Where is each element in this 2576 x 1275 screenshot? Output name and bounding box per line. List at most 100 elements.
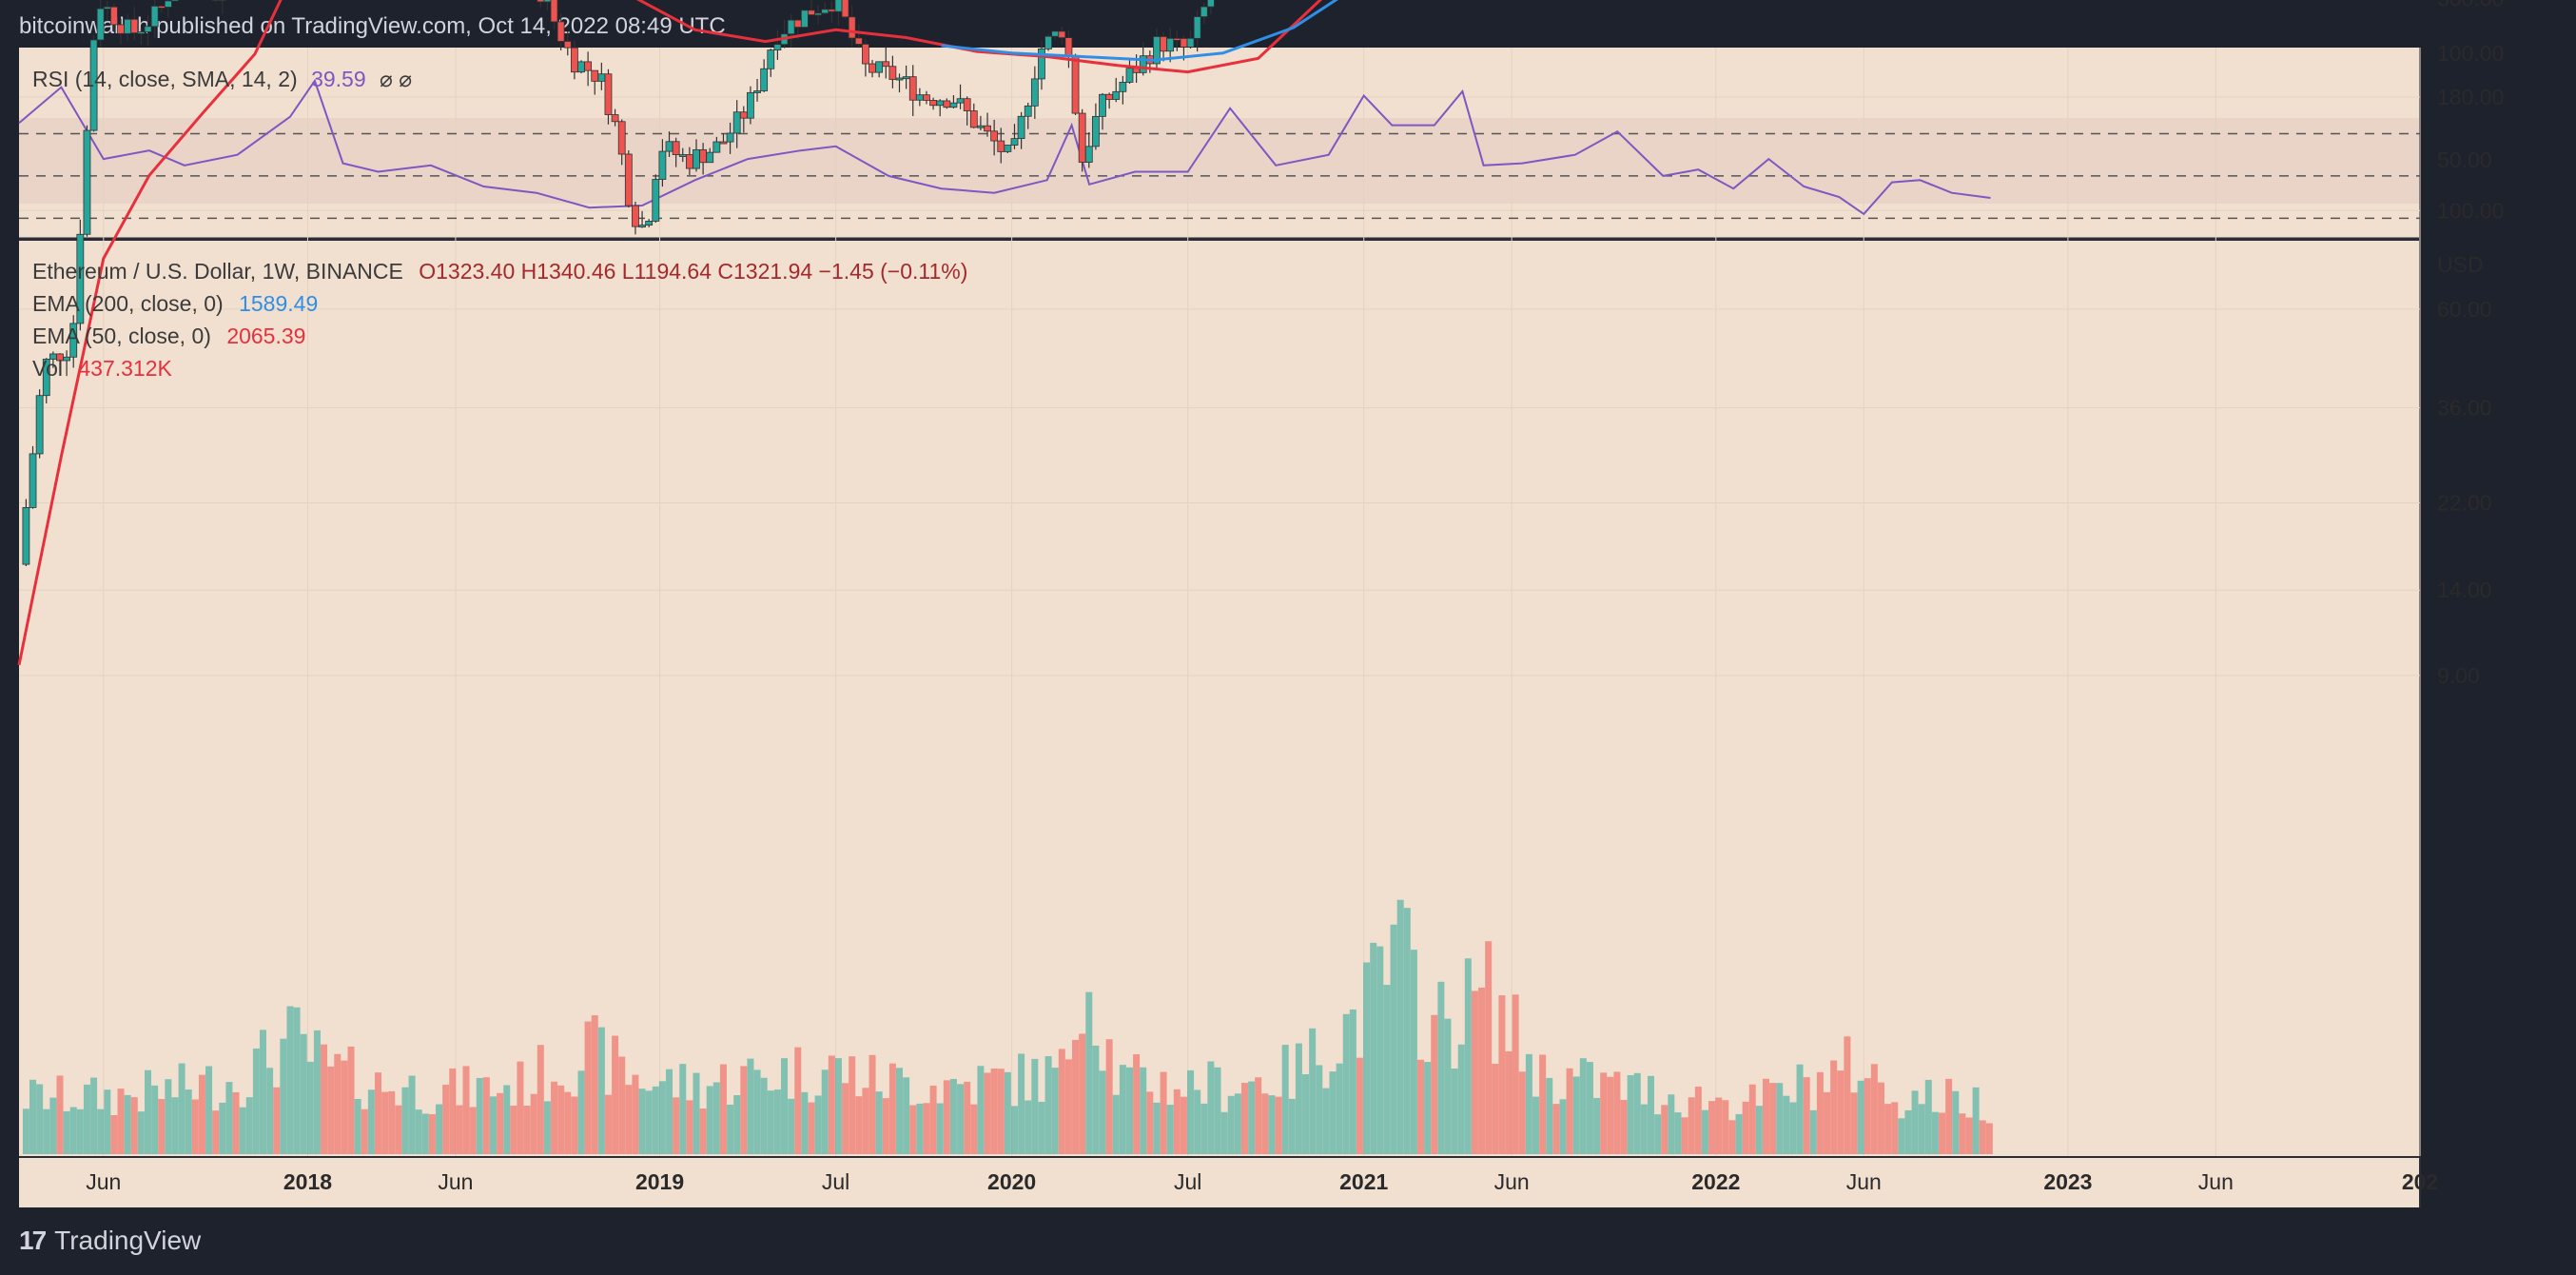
- ema200-legend[interactable]: EMA (200, close, 0) 1589.49: [32, 291, 318, 317]
- volume-bar: [1518, 1071, 1526, 1154]
- volume-legend-value: 437.312K: [78, 356, 172, 381]
- volume-bar: [245, 1097, 253, 1154]
- candle-body: [1166, 37, 1175, 52]
- footer-brand-label: TradingView: [54, 1226, 202, 1255]
- volume-bar: [489, 1096, 497, 1154]
- volume-bar: [1918, 1104, 1925, 1154]
- volume-bar: [124, 1094, 131, 1154]
- candle-body: [157, 6, 166, 9]
- price-axis-tick: 60.00: [2437, 297, 2492, 322]
- volume-bar: [1329, 1071, 1337, 1154]
- volume-bar: [645, 1090, 653, 1154]
- time-axis-tick: 2019: [635, 1169, 684, 1194]
- volume-legend-label: Vol: [32, 356, 63, 381]
- volume-bar: [719, 1064, 727, 1154]
- candle-body: [693, 148, 700, 169]
- volume-bar: [957, 1084, 965, 1154]
- volume-bar: [632, 1074, 639, 1154]
- candle-body: [977, 125, 985, 128]
- volume-bar: [929, 1085, 937, 1154]
- candle-body: [828, 9, 836, 12]
- rsi-legend[interactable]: RSI (14, close, SMA, 14, 2) 39.59 ⌀ ⌀: [32, 67, 412, 92]
- volume-bar: [1125, 1067, 1133, 1154]
- candle-body: [1038, 48, 1045, 80]
- time-axis-tick: 2023: [2043, 1169, 2092, 1194]
- volume-bar: [1498, 995, 1506, 1154]
- candle-body: [171, 0, 179, 2]
- volume-bar: [990, 1068, 998, 1154]
- price-axis-tick: 300.00: [2437, 0, 2504, 10]
- candle-body: [563, 41, 572, 49]
- time-axis-tick: Jul: [822, 1169, 849, 1194]
- volume-bar: [1072, 1039, 1080, 1154]
- candle-body: [83, 129, 91, 235]
- time-axis-tick: 202: [2402, 1169, 2438, 1194]
- candle-body: [685, 154, 693, 169]
- volume-bar: [551, 1081, 558, 1154]
- candle-body: [543, 0, 552, 3]
- volume-bar: [1025, 1100, 1032, 1154]
- candle-body: [706, 151, 714, 164]
- volume-bar: [1972, 1087, 1980, 1154]
- footer-brand[interactable]: 17 TradingView: [19, 1226, 201, 1256]
- volume-bar: [1648, 1075, 1655, 1154]
- ema50-legend[interactable]: EMA (50, close, 0) 2065.39: [32, 324, 305, 349]
- volume-bar: [1464, 958, 1472, 1154]
- volume-bar: [923, 1103, 930, 1154]
- volume-bar: [855, 1096, 863, 1154]
- volume-bar: [652, 1086, 659, 1154]
- volume-bar: [773, 1089, 781, 1154]
- candle-body: [1004, 145, 1012, 152]
- volume-bar: [997, 1069, 1005, 1154]
- volume-bar: [252, 1048, 260, 1154]
- symbol-legend[interactable]: Ethereum / U.S. Dollar, 1W, BINANCE O132…: [32, 259, 967, 284]
- volume-bar: [1336, 1063, 1343, 1154]
- volume-bar: [693, 1072, 700, 1154]
- volume-bar: [1939, 1112, 1946, 1154]
- volume-bar: [1593, 1097, 1601, 1154]
- candle-body: [1084, 146, 1093, 163]
- volume-bar: [43, 1108, 50, 1154]
- volume-bar: [367, 1089, 375, 1154]
- volume-bar: [821, 1069, 829, 1154]
- volume-bar: [165, 1079, 172, 1154]
- volume-bar: [1396, 899, 1404, 1154]
- volume-bar: [896, 1068, 904, 1154]
- volume-bar: [1403, 908, 1411, 1154]
- volume-bar: [564, 1091, 572, 1154]
- volume-bar: [733, 1095, 741, 1154]
- volume-bar: [469, 1107, 477, 1154]
- candle-body: [652, 179, 660, 222]
- candle-body: [1078, 112, 1086, 163]
- volume-bar: [395, 1105, 402, 1154]
- volume-legend[interactable]: Vol 437.312K: [32, 356, 172, 382]
- volume-bar: [517, 1061, 524, 1154]
- volume-bar: [814, 1095, 822, 1154]
- candle-body: [902, 76, 910, 80]
- candle-body: [882, 61, 890, 68]
- volume-bar: [1010, 1106, 1018, 1154]
- candle-body: [1010, 138, 1019, 146]
- candle-body: [1071, 55, 1080, 114]
- candle-body: [584, 61, 593, 71]
- candle-body: [1200, 6, 1208, 17]
- candle-body: [63, 356, 71, 362]
- volume-bar: [462, 1066, 470, 1154]
- volume-bar: [1870, 1064, 1878, 1154]
- ohlc-values: O1323.40 H1340.46 L1194.64 C1321.94 −1.4…: [419, 259, 968, 284]
- volume-bar: [679, 1064, 687, 1154]
- candle-body: [1180, 38, 1188, 48]
- candle-body: [29, 453, 37, 508]
- volume-bar: [313, 1030, 321, 1154]
- volume-bar: [834, 1058, 842, 1154]
- volume-bar: [1051, 1068, 1059, 1154]
- candle-body: [42, 359, 50, 397]
- volume-bar: [1240, 1083, 1248, 1154]
- candle-body: [963, 98, 971, 111]
- volume-bar: [1661, 1105, 1669, 1154]
- volume-bar: [1512, 994, 1519, 1154]
- volume-bar: [1572, 1076, 1580, 1154]
- volume-bar: [83, 1084, 90, 1154]
- volume-bar: [1281, 1045, 1289, 1154]
